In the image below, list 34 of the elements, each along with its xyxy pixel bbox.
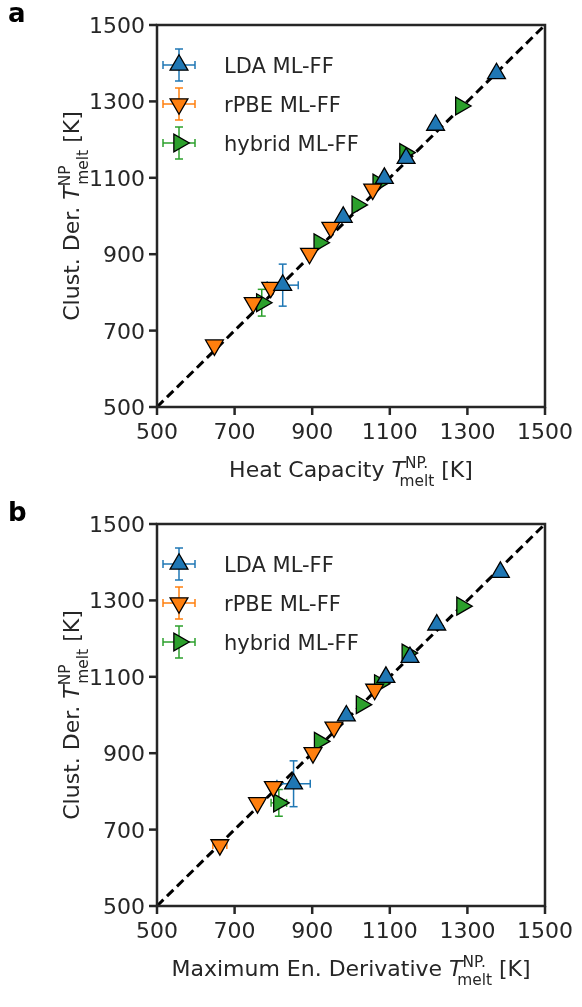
legend-label: hybrid ML-FF: [224, 631, 359, 655]
x-tick-label: 1100: [361, 419, 418, 444]
x-tick-label: 700: [213, 918, 256, 943]
y-tick-label: 700: [103, 817, 145, 843]
chart-title: b: [8, 497, 27, 527]
x-tick-label: 900: [291, 419, 334, 444]
x-tick-label: 500: [136, 918, 178, 943]
legend-label: LDA ML-FF: [224, 54, 334, 78]
x-tick-label: 1500: [517, 419, 573, 444]
x-axis-title: Maximum En. Derivative T$^{NP.}$$_{melt}$ [K]: [171, 953, 531, 989]
y-tick-label: 1100: [89, 664, 145, 690]
y-tick-label: 700: [103, 318, 145, 344]
y-tick-label: 1100: [89, 165, 145, 191]
x-tick-label: 1500: [517, 918, 573, 943]
legend-label: hybrid ML-FF: [224, 132, 359, 156]
x-tick-label: 1300: [439, 918, 496, 943]
x-tick-label: 700: [213, 419, 256, 444]
y-tick-label: 1300: [89, 89, 145, 115]
y-tick-label: 500: [103, 894, 145, 919]
x-tick-label: 900: [291, 918, 334, 943]
y-tick-label: 500: [103, 395, 145, 420]
legend-label: LDA ML-FF: [224, 553, 334, 577]
x-axis-title: Heat Capacity T$^{NP.}$$_{melt}$ [K]: [229, 454, 473, 490]
y-tick-label: 900: [103, 741, 145, 767]
y-tick-label: 1300: [89, 588, 145, 614]
legend-label: rPBE ML-FF: [224, 93, 341, 117]
y-tick-label: 900: [103, 242, 145, 268]
y-tick-label: 1500: [89, 13, 145, 38]
x-tick-label: 500: [136, 419, 178, 444]
y-tick-label: 1500: [89, 512, 145, 537]
chart-title: a: [8, 0, 26, 28]
x-tick-label: 1300: [439, 419, 496, 444]
x-tick-label: 1100: [361, 918, 418, 943]
legend-label: rPBE ML-FF: [224, 592, 341, 616]
